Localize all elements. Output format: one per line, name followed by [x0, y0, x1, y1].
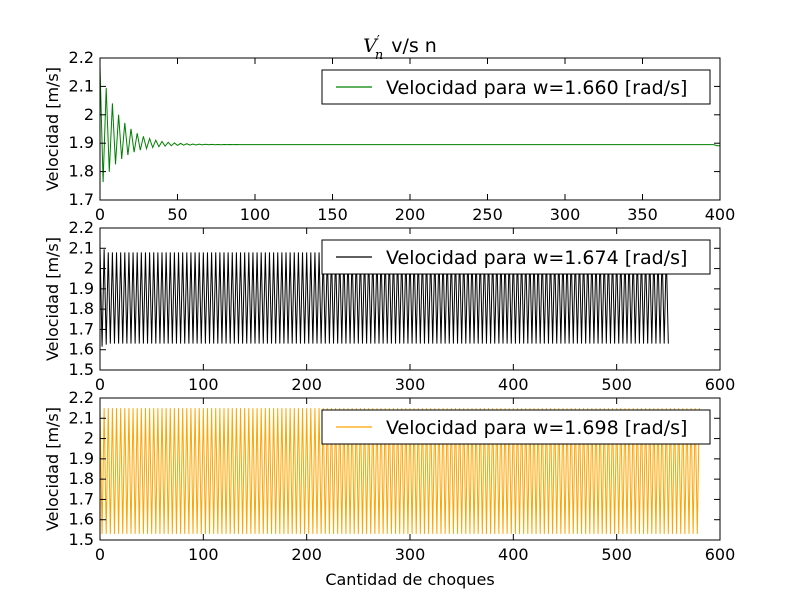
y-tick-label: 2.2	[69, 388, 94, 407]
y-tick-label: 2	[84, 259, 94, 278]
legend-box	[321, 69, 711, 105]
axes-frame	[99, 227, 721, 371]
x-tick-label: 600	[705, 545, 736, 564]
y-tick-label: 2	[84, 429, 94, 448]
y-tick-label: 1.9	[69, 133, 94, 152]
y-tick-label: 1.8	[69, 162, 94, 181]
series-line	[100, 408, 700, 534]
y-tick-label: 2.2	[69, 48, 94, 67]
y-tick-label: 1.7	[69, 489, 94, 508]
x-tick-label: 400	[498, 545, 529, 564]
y-tick-label: 1.9	[69, 449, 94, 468]
x-tick-label: 300	[395, 375, 426, 394]
y-tick-label: 1.6	[69, 510, 94, 529]
x-tick-label: 400	[498, 375, 529, 394]
x-tick-label: 500	[601, 545, 632, 564]
x-tick-label: 0	[95, 375, 105, 394]
y-tick-label: 1.8	[69, 299, 94, 318]
legend-label: Velocidad para w=1.674 [rad/s]	[386, 247, 687, 269]
y-tick-label: 1.5	[69, 530, 94, 549]
x-tick-label: 0	[95, 205, 105, 224]
y-tick-label: 2.2	[69, 218, 94, 237]
y-tick-label: 1.5	[69, 360, 94, 379]
subplot-1: 0 50 100 150 200 250 300 350 400 1.7 1.8 1.9 2 2.1 2.2…	[43, 48, 735, 224]
x-tick-label: 400	[705, 205, 736, 224]
y-axis-label: Velocidad [m/s]	[43, 237, 62, 361]
x-axis-label: Cantidad de choques	[325, 570, 494, 589]
chart-title: V′ n v/s n	[363, 34, 437, 63]
x-tick-label: 350	[627, 205, 658, 224]
y-tick-label: 1.8	[69, 469, 94, 488]
legend-box	[321, 409, 711, 445]
axes-frame	[99, 57, 721, 201]
y-tick-label: 2.1	[69, 76, 94, 95]
legend-label: Velocidad para w=1.660 [rad/s]	[386, 77, 687, 99]
x-tick-label: 100	[188, 375, 219, 394]
y-tick-label: 1.7	[69, 319, 94, 338]
x-tick-label: 50	[167, 205, 187, 224]
y-tick-label: 1.6	[69, 340, 94, 359]
y-tick-label: 2.1	[69, 238, 94, 257]
y-tick-label: 1.7	[69, 190, 94, 209]
legend-box	[321, 239, 711, 275]
y-tick-label: 2	[84, 105, 94, 124]
series-line	[100, 66, 720, 183]
subplot-3: 0 100 200 300 400 500 600 1.51.6 1.71.81.92 2.12.…	[43, 388, 735, 564]
x-tick-label: 100	[240, 205, 271, 224]
y-tick-label: 1.9	[69, 279, 94, 298]
x-tick-label: 200	[395, 205, 426, 224]
x-tick-label: 300	[395, 545, 426, 564]
x-tick-label: 150	[317, 205, 348, 224]
series-line	[100, 246, 669, 347]
axes-frame	[99, 397, 721, 541]
x-tick-label: 200	[291, 545, 322, 564]
y-axis-label: Velocidad [m/s]	[43, 407, 62, 531]
x-tick-label: 300	[550, 205, 581, 224]
legend-label: Velocidad para w=1.698 [rad/s]	[386, 417, 687, 439]
x-tick-label: 250	[472, 205, 503, 224]
x-tick-label: 100	[188, 545, 219, 564]
legend: Velocidad para w=1.674 [rad/s]	[321, 239, 711, 275]
x-tick-label: 0	[95, 545, 105, 564]
x-tick-label: 600	[705, 375, 736, 394]
x-tick-label: 200	[291, 375, 322, 394]
y-tick-label: 2.1	[69, 408, 94, 427]
x-tick-label: 500	[601, 375, 632, 394]
subplot-2: 0 100 200 300 400 500 600 1.51.6 1.71.81.92 2.12.…	[43, 218, 735, 394]
legend: Velocidad para w=1.698 [rad/s]	[321, 409, 711, 445]
legend: Velocidad para w=1.660 [rad/s]	[321, 69, 711, 105]
y-axis-label: Velocidad [m/s]	[43, 67, 62, 191]
